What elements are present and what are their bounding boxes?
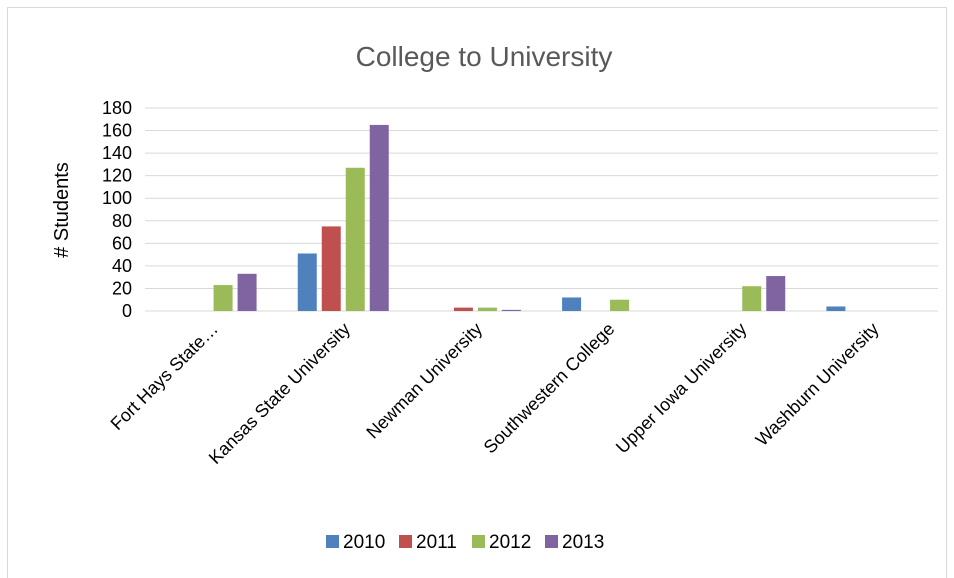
category-label: Washburn University — [752, 319, 883, 450]
bar-2012-3 — [610, 299, 630, 311]
bar-2013-1 — [369, 124, 389, 312]
y-tick-label: 20 — [112, 278, 132, 298]
y-tick-label: 140 — [102, 143, 132, 163]
bar-2011-1 — [321, 226, 341, 311]
chart-frame — [7, 7, 947, 578]
y-tick-label: 120 — [102, 166, 132, 186]
y-tick-label: 60 — [112, 233, 132, 253]
bar-2012-2 — [477, 307, 497, 311]
bar-2010-5 — [826, 306, 846, 311]
y-tick-label: 180 — [102, 98, 132, 118]
legend-label: 2010 — [343, 532, 385, 553]
category-label: Fort Hays State… — [107, 319, 222, 434]
bar-2013-0 — [237, 273, 257, 311]
bar-2010-3 — [562, 297, 582, 311]
y-tick-label: 40 — [112, 256, 132, 276]
category-label: Kansas State University — [205, 319, 354, 468]
bar-2011-2 — [453, 307, 473, 311]
category-label: Southwestern College — [480, 319, 619, 458]
y-tick-label: 0 — [122, 301, 132, 321]
legend-swatch-2010 — [326, 535, 339, 548]
bar-2013-4 — [766, 276, 786, 311]
legend-swatch-2011 — [399, 535, 412, 548]
y-axis-label: # Students — [51, 162, 73, 258]
bars — [213, 124, 846, 312]
legend-label: 2011 — [416, 532, 457, 553]
legend-swatch-2012 — [472, 535, 485, 548]
y-tick-label: 100 — [102, 188, 132, 208]
bar-2012-1 — [345, 167, 365, 311]
legend-label: 2013 — [562, 532, 604, 553]
legend-label: 2012 — [489, 532, 531, 553]
y-tick-label: 160 — [102, 121, 132, 141]
bar-2012-4 — [742, 286, 762, 311]
x-axis-categories: Fort Hays State…Kansas State University N… — [107, 319, 883, 468]
bar-2010-1 — [297, 253, 317, 311]
bar-2012-0 — [213, 285, 233, 311]
category-label: Newman University — [362, 319, 486, 443]
category-label: Upper Iowa University — [612, 319, 751, 458]
chart-title: College to University — [356, 41, 613, 72]
legend-swatch-2013 — [545, 535, 558, 548]
gridlines — [145, 107, 938, 312]
bar-2013-2 — [501, 309, 521, 311]
y-tick-label: 80 — [112, 211, 132, 231]
legend: 2010 2011 2012 2013 — [326, 532, 604, 553]
